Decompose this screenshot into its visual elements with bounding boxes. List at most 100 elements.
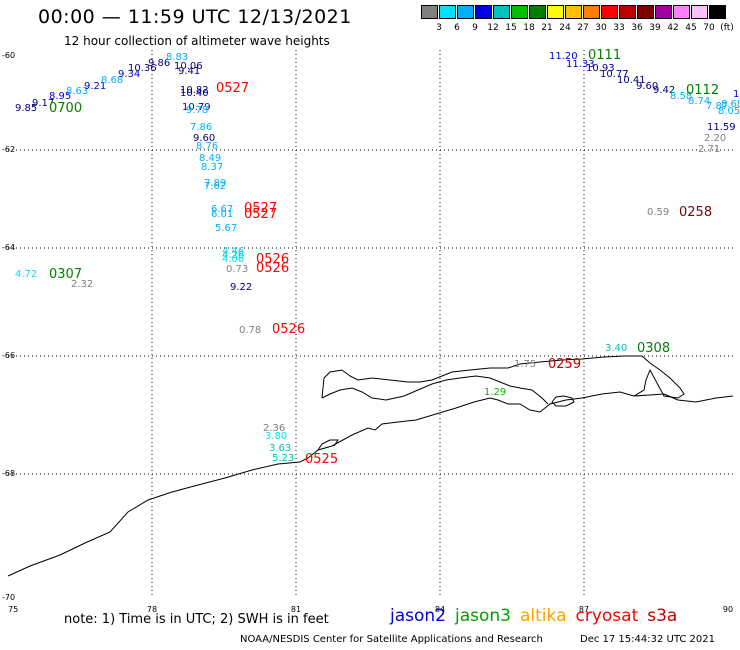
legend-label: 15 — [505, 23, 517, 33]
wave-height-label: 5.23 — [272, 453, 294, 464]
time-label: 0527 — [216, 81, 249, 96]
wave-height-label: 2.20 — [704, 133, 726, 144]
wave-height-label: 7.86 — [190, 122, 212, 133]
legend-swatch — [565, 5, 582, 19]
legend-label: 45 — [685, 23, 697, 33]
wave-height-label: 11.20 — [549, 51, 578, 62]
legend-swatch — [709, 5, 726, 19]
page-title: 00:00 — 11:59 UTC 12/13/2021 — [38, 6, 352, 28]
wave-height-label: 4.06 — [222, 254, 244, 265]
note-text: note: 1) Time is in UTC; 2) SWH is in fe… — [64, 612, 329, 627]
legend-label: 39 — [649, 23, 661, 33]
altimeter-labels: 9.859.178.958.639.218.689.3410.369.868.8… — [15, 48, 740, 467]
wave-height-label: 9.42 — [653, 85, 675, 96]
wave-height-label: 9.17 — [32, 98, 54, 109]
legend-swatch — [655, 5, 672, 19]
wave-height-label: 4.72 — [15, 269, 37, 280]
wave-height-label: 10.69 — [733, 89, 740, 100]
credit-text: NOAA/NESDIS Center for Satellite Applica… — [240, 634, 543, 645]
legend-label: 21 — [541, 23, 553, 33]
island-outline — [551, 395, 575, 407]
legend-label: 6 — [454, 23, 460, 33]
wave-height-label: 10.93 — [586, 63, 615, 74]
wave-height-label: 8.49 — [199, 153, 221, 164]
legend-label: 70 — [703, 23, 715, 33]
legend-swatch — [691, 5, 708, 19]
legend-label: 12 — [487, 23, 499, 33]
legend-label: 30 — [595, 23, 607, 33]
wave-height-label: 10.40 — [180, 88, 209, 99]
wave-height-label: 10.36 — [128, 63, 157, 74]
wave-height-label: 9.60 — [636, 81, 658, 92]
y-tick-label: -64 — [2, 243, 15, 252]
x-tick-label: 87 — [579, 605, 589, 614]
wave-height-label: 2.32 — [71, 279, 93, 290]
time-label: 0526 — [256, 252, 289, 267]
x-tick-label: 81 — [291, 605, 301, 614]
time-label: 0112 — [686, 83, 719, 98]
legend-swatch — [547, 5, 564, 19]
legend-swatch — [601, 5, 618, 19]
legend-label: 33 — [613, 23, 625, 33]
time-label: 0308 — [637, 341, 670, 356]
legend-label: 36 — [631, 23, 643, 33]
legend-label: 24 — [559, 23, 571, 33]
wave-height-label: 8.74 — [688, 96, 710, 107]
time-label: 0527 — [244, 207, 277, 222]
wave-height-label: 2.71 — [698, 144, 720, 155]
legend-swatch — [583, 5, 600, 19]
wave-height-label: 11.33 — [566, 59, 595, 70]
wave-height-label: 8.37 — [201, 162, 223, 173]
time-label: 0307 — [49, 267, 82, 282]
x-tick-label: 84 — [435, 605, 445, 614]
wave-height-label: 10.06 — [174, 61, 203, 72]
wave-height-label: 7.89 — [204, 178, 226, 189]
legend-label: 42 — [667, 23, 679, 33]
coastline — [7, 391, 734, 577]
wave-height-label: 9.86 — [148, 58, 170, 69]
y-tick-label: -60 — [2, 51, 15, 60]
wave-height-label: 10.41 — [617, 75, 646, 86]
satellite-s3a: s3a — [647, 606, 678, 626]
wave-height-label: 4.26 — [222, 250, 244, 261]
wave-height-label: 10.77 — [600, 69, 629, 80]
wave-height-label: 9.78 — [186, 105, 208, 116]
time-label: 0526 — [272, 322, 305, 337]
legend-swatch — [529, 5, 546, 19]
time-label: 0259 — [548, 357, 581, 372]
wave-height-label: 10.79 — [182, 102, 211, 113]
wave-height-label: 8.95 — [49, 91, 71, 102]
graticule — [8, 50, 733, 598]
legend-label: 9 — [472, 23, 478, 33]
axis-ticks: 75 78 81 84 87 90 -60 -62 -64 -66 -68 -70 — [2, 51, 733, 614]
legend-label: 3 — [436, 23, 442, 33]
ice-shelf-inner — [321, 375, 549, 405]
wave-height-label: 10.82 — [180, 85, 209, 96]
y-tick-label: -62 — [2, 145, 15, 154]
time-label: 0526 — [256, 261, 289, 276]
wave-height-label: 1.29 — [484, 387, 506, 398]
wave-height-label: 8.83 — [166, 52, 188, 63]
wave-height-label: 2.36 — [263, 423, 285, 434]
time-label: 0525 — [305, 452, 338, 467]
legend-swatch — [511, 5, 528, 19]
y-tick-label: -66 — [2, 351, 15, 360]
time-label: 0111 — [588, 48, 621, 63]
x-tick-label: 78 — [147, 605, 157, 614]
legend-label: 18 — [523, 23, 535, 33]
wave-height-label: 5.67 — [215, 223, 237, 234]
satellite-cryosat: cryosat — [575, 606, 639, 626]
wave-height-label: 1.75 — [514, 359, 536, 370]
wave-height-label: 9.21 — [84, 81, 106, 92]
ice-shelf-outline — [321, 355, 685, 399]
wave-height-label: 3.80 — [265, 431, 287, 442]
wave-height-label: 4.46 — [222, 246, 244, 257]
wave-height-label: 0.78 — [239, 325, 261, 336]
satellite-jason3: jason3 — [455, 606, 511, 626]
wave-height-label: 7.87 — [706, 101, 728, 112]
satellite-altika: altika — [520, 606, 567, 626]
wave-height-label: 11.59 — [707, 122, 736, 133]
time-label: 0700 — [49, 101, 82, 116]
x-tick-label: 90 — [723, 605, 733, 614]
